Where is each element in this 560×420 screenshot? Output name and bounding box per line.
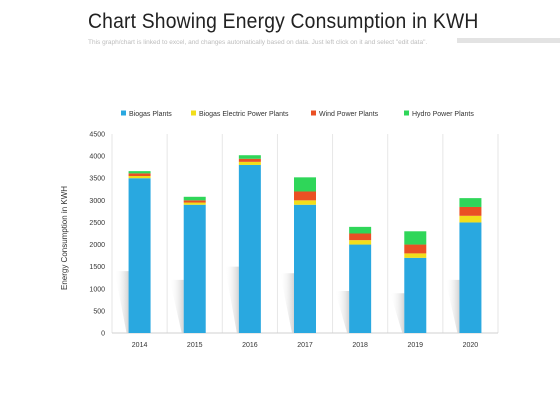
bar-shadow bbox=[169, 279, 184, 333]
bar-segment-wind-power-plants bbox=[238, 158, 261, 162]
y-axis: 0 500 1000 1500 2000 2500 3000 3500 4000 4500 bbox=[89, 132, 105, 338]
legend-swatch bbox=[404, 110, 409, 116]
bar-segment-hydro-power-plants bbox=[294, 177, 316, 192]
bar-segment-hydro-power-plants bbox=[404, 231, 427, 245]
bar-segment-hydro-power-plants bbox=[349, 226, 372, 234]
bar-shadow bbox=[224, 266, 239, 333]
bar-segment-hydro-power-plants bbox=[128, 171, 151, 174]
bar-shadows bbox=[114, 266, 460, 333]
bar-segment-biogas-electric-power-plants bbox=[349, 240, 372, 245]
legend-label: Hydro Power Plants bbox=[412, 111, 474, 118]
x-tick-label: 2020 bbox=[463, 342, 479, 349]
y-tick-label: 4000 bbox=[89, 154, 105, 161]
header-accent-bar bbox=[457, 38, 560, 43]
bar-segment-wind-power-plants bbox=[183, 200, 206, 203]
bar-segment-hydro-power-plants bbox=[238, 155, 261, 159]
bar-segment-hydro-power-plants bbox=[183, 196, 206, 201]
bar-segment-biogas-electric-power-plants bbox=[459, 215, 482, 223]
bar-segment-biogas-plants bbox=[349, 244, 372, 333]
bar-segment-wind-power-plants bbox=[128, 173, 151, 177]
bar-shadow bbox=[390, 293, 405, 333]
page-title: Chart Showing Energy Consumption in KWH bbox=[88, 10, 479, 33]
bar-segment-biogas-electric-power-plants bbox=[294, 200, 316, 205]
x-tick-label: 2014 bbox=[132, 342, 148, 349]
bar-segment-wind-power-plants bbox=[459, 206, 482, 216]
y-tick-label: 500 bbox=[93, 308, 105, 315]
bar-segment-biogas-plants bbox=[238, 164, 261, 333]
y-tick-label: 1000 bbox=[89, 286, 105, 293]
bars bbox=[128, 155, 482, 333]
legend-label: Wind Power Plants bbox=[319, 111, 379, 118]
y-tick-label: 3000 bbox=[89, 198, 105, 205]
bar-segment-biogas-plants bbox=[459, 222, 482, 333]
bar-shadow bbox=[114, 271, 129, 333]
y-tick-label: 3500 bbox=[89, 176, 105, 183]
x-tick-label: 2018 bbox=[352, 342, 368, 349]
legend-label: Biogas Electric Power Plants bbox=[199, 111, 289, 118]
y-tick-label: 2000 bbox=[89, 242, 105, 249]
legend-label: Biogas Plants bbox=[129, 111, 172, 118]
y-tick-label: 1500 bbox=[89, 264, 105, 271]
bar-segment-biogas-plants bbox=[404, 257, 427, 333]
bar-segment-wind-power-plants bbox=[294, 191, 316, 201]
legend-swatch bbox=[121, 110, 126, 116]
bar-segment-biogas-electric-power-plants bbox=[128, 176, 151, 179]
x-tick-label: 2016 bbox=[242, 342, 258, 349]
chart-legend: Biogas Plants Biogas Electric Power Plant… bbox=[121, 110, 474, 118]
bar-shadow bbox=[280, 273, 294, 333]
y-tick-label: 2500 bbox=[89, 220, 105, 227]
bar-shadow bbox=[445, 279, 460, 333]
bar-segment-biogas-electric-power-plants bbox=[404, 253, 427, 258]
y-tick-label: 4500 bbox=[89, 132, 105, 139]
x-tick-label: 2017 bbox=[297, 342, 313, 349]
chart-grid bbox=[111, 134, 499, 334]
bar-segment-biogas-electric-power-plants bbox=[238, 161, 261, 165]
x-axis: 2014 2015 2016 2017 2018 2019 2020 bbox=[132, 342, 479, 349]
x-tick-label: 2019 bbox=[407, 342, 423, 349]
bar-segment-biogas-electric-power-plants bbox=[183, 202, 206, 205]
bar-segment-wind-power-plants bbox=[349, 233, 372, 241]
y-axis-title: Energy Consumption in KWH bbox=[60, 186, 69, 290]
legend-swatch bbox=[191, 110, 196, 116]
legend-swatch bbox=[311, 110, 316, 116]
bar-segment-hydro-power-plants bbox=[459, 198, 482, 207]
bar-segment-biogas-plants bbox=[128, 178, 151, 333]
page-subtitle: This graph/chart is linked to excel, and… bbox=[88, 39, 428, 46]
y-tick-label: 0 bbox=[101, 331, 105, 338]
bar-segment-biogas-plants bbox=[183, 204, 206, 333]
x-tick-label: 2015 bbox=[187, 342, 203, 349]
bar-shadow bbox=[335, 290, 350, 333]
bar-segment-wind-power-plants bbox=[404, 244, 427, 254]
bar-segment-biogas-plants bbox=[294, 204, 316, 333]
